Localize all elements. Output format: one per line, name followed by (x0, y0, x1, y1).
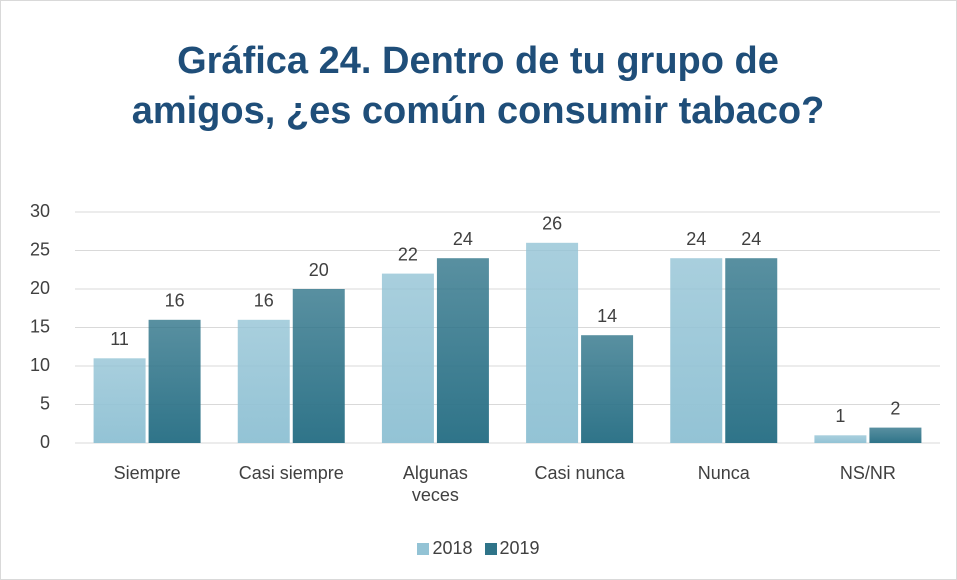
chart-title: Gráfica 24. Dentro de tu grupo de amigos… (131, 40, 825, 132)
legend-label: 2019 (499, 538, 540, 558)
x-tick-label: Siempre (113, 463, 181, 483)
x-tick-label: Nunca (697, 463, 750, 483)
bar (814, 435, 867, 443)
legend-item: 2018 (417, 538, 473, 559)
value-label: 11 (110, 329, 129, 349)
bar (148, 319, 201, 443)
bar (292, 289, 345, 443)
x-tick-label: NS/NR (839, 463, 896, 483)
value-label: 24 (686, 229, 706, 249)
value-label: 1 (835, 406, 845, 426)
y-tick-label: 15 (30, 316, 50, 336)
x-tick-label: Casi nunca (534, 463, 625, 483)
value-label: 2 (890, 398, 900, 418)
value-label: 24 (453, 229, 473, 249)
y-tick-label: 10 (30, 355, 50, 375)
bar (381, 273, 434, 443)
bar (581, 335, 634, 443)
value-label: 24 (741, 229, 761, 249)
bar (237, 319, 290, 443)
y-tick-label: 0 (40, 432, 50, 452)
legend-swatch (484, 542, 497, 555)
legend: 2018 2019 (0, 538, 957, 559)
value-label: 26 (542, 214, 562, 234)
y-tick-label: 30 (30, 201, 50, 221)
value-label: 16 (254, 291, 274, 311)
legend-item: 2019 (484, 538, 540, 559)
legend-swatch (417, 542, 430, 555)
bar (436, 258, 489, 443)
value-label: 22 (398, 244, 418, 264)
bar (869, 427, 922, 443)
value-label: 20 (309, 260, 329, 280)
legend-label: 2018 (432, 538, 473, 558)
bar (93, 358, 146, 443)
value-label: 14 (597, 306, 617, 326)
y-tick-label: 20 (30, 278, 50, 298)
bar (526, 242, 579, 443)
y-tick-label: 5 (40, 393, 50, 413)
x-tick-label: Algunas veces (402, 463, 468, 505)
bar (670, 258, 723, 443)
x-tick-label: Casi siempre (238, 463, 344, 483)
value-label: 16 (165, 291, 185, 311)
y-tick-label: 25 (30, 239, 50, 259)
bar (725, 258, 778, 443)
